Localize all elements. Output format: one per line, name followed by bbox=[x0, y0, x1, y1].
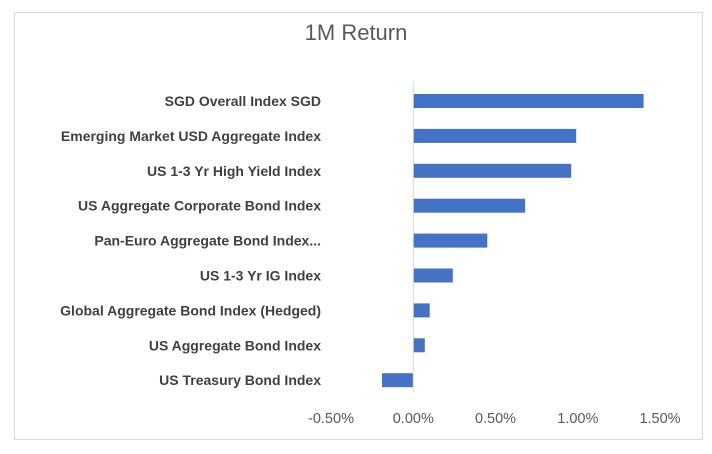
bar-emerging-market-usd-aggregate-index bbox=[413, 128, 577, 143]
category-label-global-aggregate-bond-index-hedged: Global Aggregate Bond Index (Hedged) bbox=[60, 302, 321, 318]
category-label-us-1-3-yr-ig-index: US 1-3 Yr IG Index bbox=[200, 268, 321, 284]
bar-us-aggregate-corporate-bond-index bbox=[413, 198, 526, 213]
x-tick-label: 0.50% bbox=[475, 411, 516, 427]
bar-pan-euro-aggregate-bond-index bbox=[413, 233, 488, 248]
bar-us-1-3-yr-high-yield-index bbox=[413, 163, 572, 178]
bar-us-1-3-yr-ig-index bbox=[413, 268, 453, 283]
tick-labels: -0.50% 0.00% 0.50% 1.00% 1.50% bbox=[308, 411, 681, 427]
category-label-us-aggregate-bond-index: US Aggregate Bond Index bbox=[149, 337, 321, 353]
bar-us-aggregate-bond-index bbox=[413, 338, 425, 353]
x-tick-label: 1.50% bbox=[639, 411, 680, 427]
category-label-pan-euro-aggregate-bond-index: Pan-Euro Aggregate Bond Index... bbox=[94, 233, 321, 249]
category-label-us-1-3-yr-high-yield-index: US 1-3 Yr High Yield Index bbox=[147, 163, 321, 179]
chart-title: 1M Return bbox=[304, 20, 408, 45]
category-label-us-treasury-bond-index: US Treasury Bond Index bbox=[159, 372, 321, 388]
bar-sgd-overall-index-sgd bbox=[413, 94, 644, 108]
x-tick-label: 0.00% bbox=[393, 411, 434, 427]
category-label-sgd-overall-index-sgd: SGD Overall Index SGD bbox=[165, 93, 321, 109]
bar-us-treasury-bond-index bbox=[382, 373, 414, 388]
bar-global-aggregate-bond-index-hedged bbox=[413, 303, 430, 318]
category-label-emerging-market-usd-aggregate-index: Emerging Market USD Aggregate Index bbox=[61, 128, 321, 144]
bars-layer bbox=[382, 94, 644, 388]
x-tick-label: 1.00% bbox=[557, 411, 598, 427]
category-label-us-aggregate-corporate-bond-index: US Aggregate Corporate Bond Index bbox=[78, 198, 321, 214]
chart-frame bbox=[14, 12, 703, 440]
x-tick-label: -0.50% bbox=[308, 411, 354, 427]
category-labels: SGD Overall Index SGD Emerging Market USD… bbox=[60, 93, 321, 388]
